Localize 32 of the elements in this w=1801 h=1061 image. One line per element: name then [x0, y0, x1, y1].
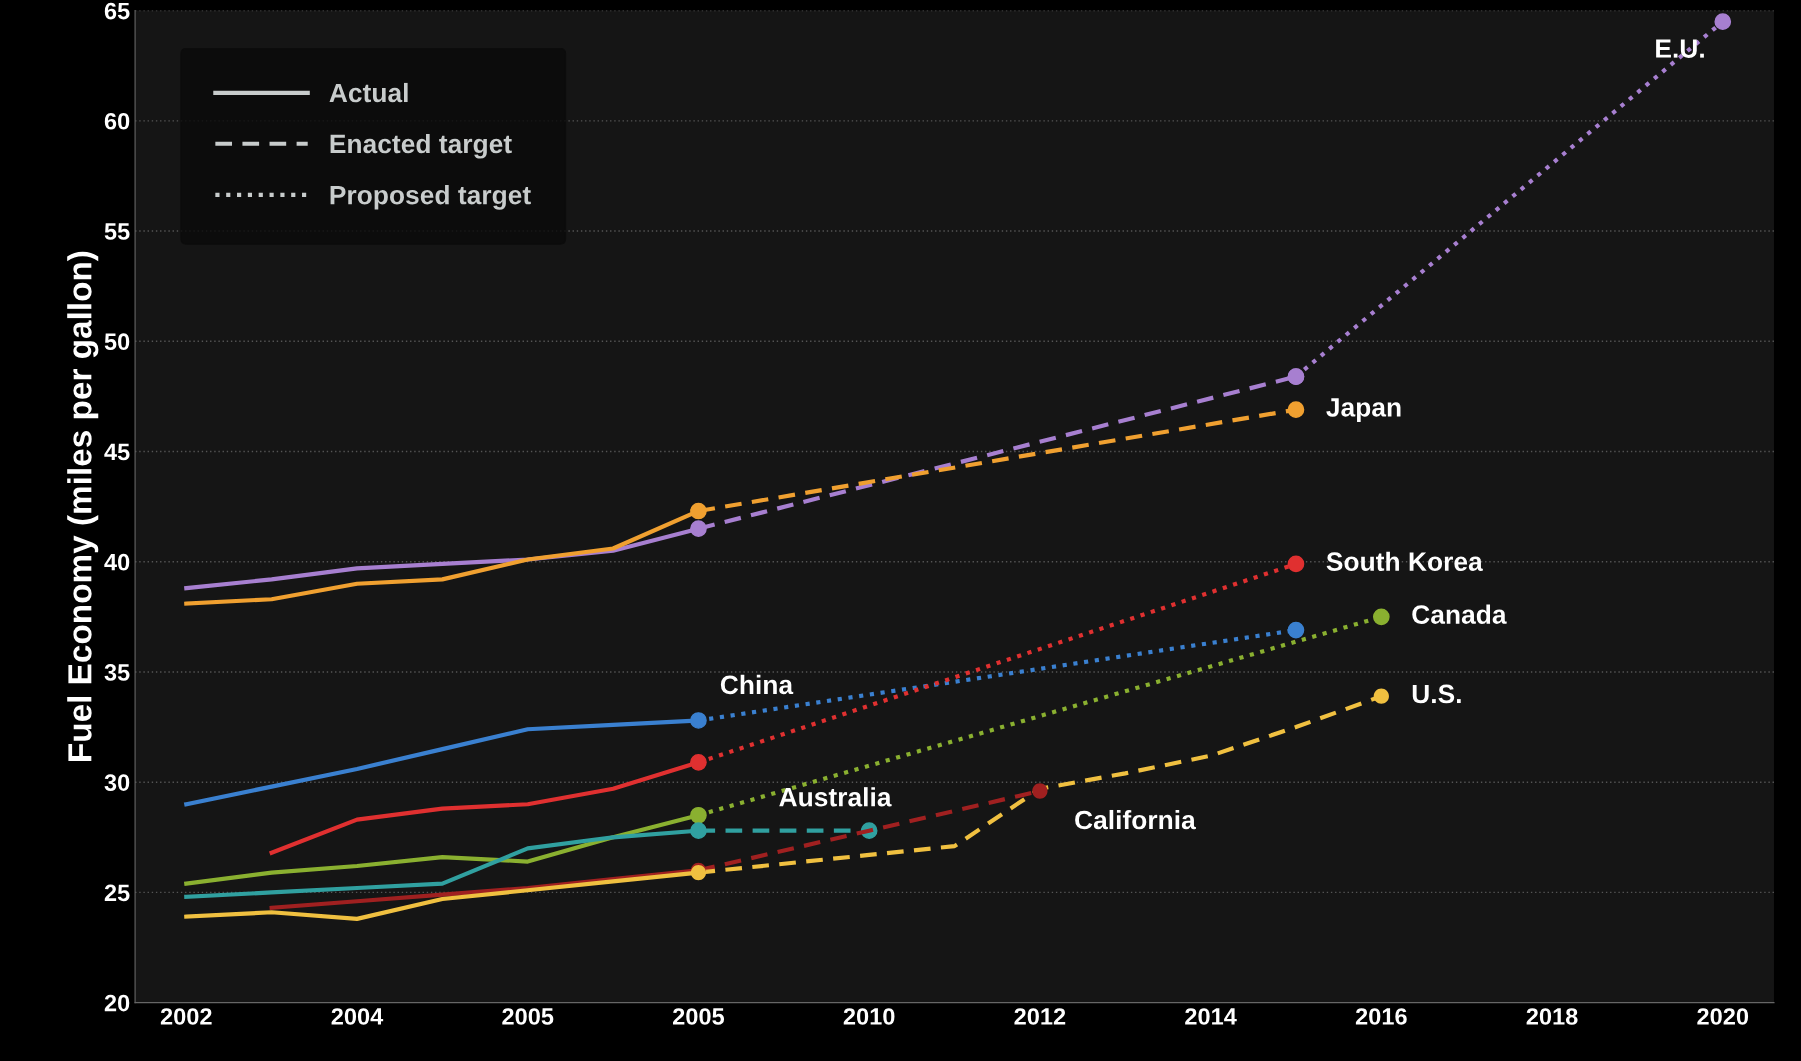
series-label: Australia — [779, 787, 892, 807]
x-tick-label: 2020 — [1697, 1008, 1749, 1025]
series-label: Japan — [1326, 398, 1401, 422]
y-tick-label: 50 — [104, 333, 130, 351]
y-tick-label: 25 — [104, 884, 130, 902]
x-tick-label: 2012 — [1014, 1008, 1066, 1025]
x-tick-label: 2016 — [1355, 1008, 1407, 1025]
series-label: California — [1075, 809, 1196, 830]
x-tick-label: 2005 — [673, 1008, 725, 1025]
series-label: South Korea — [1326, 551, 1483, 572]
series-label: E.U. — [1656, 39, 1704, 58]
y-tick-label: 55 — [104, 223, 130, 240]
x-tick-label: 2018 — [1526, 1008, 1578, 1025]
y-tick-label: 40 — [104, 553, 130, 571]
y-tick-label: 65 — [104, 2, 130, 20]
y-tick-label: 20 — [104, 994, 130, 1012]
x-tick-label: 2005 — [502, 1008, 554, 1025]
y-tick-label: 60 — [104, 112, 130, 130]
y-axis-title: Fuel Economy (miles per gallon) — [67, 251, 99, 761]
y-tick-label: 45 — [104, 443, 130, 461]
series-label: China — [720, 674, 794, 695]
x-tick-label: 2004 — [331, 1008, 384, 1025]
series-label: Canada — [1412, 604, 1507, 624]
x-tick-label: 2014 — [1185, 1008, 1237, 1025]
x-tick-label: 2010 — [843, 1008, 895, 1025]
x-tick-label: 2002 — [160, 1008, 212, 1025]
legend-label: Proposed target — [330, 185, 531, 210]
y-tick-label: 30 — [104, 774, 130, 792]
legend-label: Enacted target — [330, 133, 512, 159]
series-label: U.S. — [1412, 684, 1461, 704]
y-tick-label: 35 — [104, 664, 130, 681]
legend-label: Actual — [329, 82, 408, 103]
